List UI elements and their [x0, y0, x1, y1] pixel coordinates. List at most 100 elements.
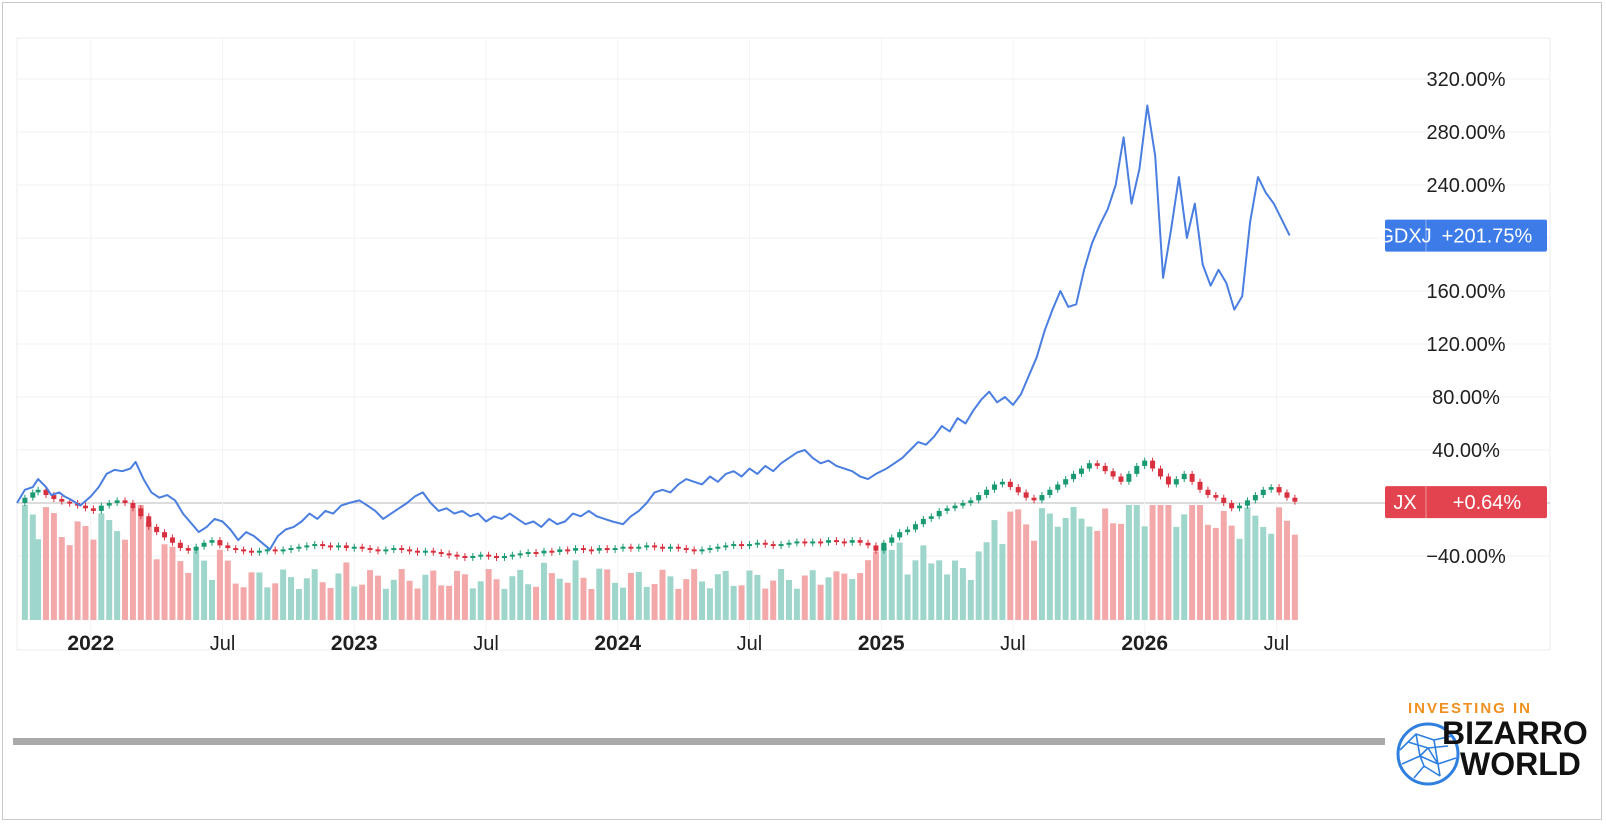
volume-bar — [129, 508, 136, 620]
candle-body — [1071, 473, 1077, 480]
volume-bar — [477, 581, 484, 620]
candle-body — [754, 542, 760, 545]
volume-bar — [469, 588, 476, 620]
volume-bar — [343, 562, 350, 620]
candle-body — [217, 540, 223, 546]
candle-body — [146, 516, 152, 527]
volume-bar — [683, 579, 690, 620]
volume-bar — [74, 521, 81, 620]
volume-bar — [967, 579, 974, 620]
volume-bar — [1133, 505, 1140, 620]
candle-body — [22, 497, 28, 503]
candle-body — [873, 545, 879, 551]
candle-body — [399, 548, 405, 551]
candle-body — [478, 554, 484, 557]
volume-bar — [1181, 514, 1188, 620]
candle-body — [30, 492, 36, 498]
candle-body — [509, 554, 515, 557]
volume-bar — [793, 588, 800, 620]
candle-body — [794, 541, 800, 544]
candle-body — [1189, 473, 1195, 482]
candle-body — [928, 516, 934, 519]
volume-bar — [58, 536, 65, 620]
candle-body — [636, 546, 642, 549]
candle-body — [1252, 495, 1258, 501]
volume-bar — [319, 582, 326, 620]
volume-bar — [675, 588, 682, 620]
candle-body — [1260, 489, 1266, 496]
candle-body — [1244, 500, 1250, 506]
volume-bar — [351, 586, 358, 620]
candle-body — [1181, 473, 1187, 480]
candle-body — [1205, 489, 1211, 496]
horizontal-scrollbar[interactable] — [13, 738, 1385, 745]
candle-body — [1039, 495, 1045, 501]
volume-bar — [801, 575, 808, 620]
volume-bar — [1062, 517, 1069, 620]
volume-bar — [1173, 526, 1180, 620]
volume-bar — [193, 551, 200, 620]
series-badges: GDXJ +201.75% JX +0.64% — [1378, 219, 1547, 519]
volume-bar — [446, 585, 453, 620]
candle-body — [992, 484, 998, 490]
candle-body — [533, 552, 539, 555]
gdxj-badge-value: +201.75% — [1442, 226, 1533, 248]
candle-body — [1150, 460, 1156, 469]
volume-bar — [1212, 527, 1219, 620]
series-lines — [16, 104, 1291, 551]
x-tick-label: 2026 — [1121, 632, 1168, 655]
candle-body — [233, 548, 239, 551]
candle-body — [952, 505, 958, 509]
volume-bar — [303, 578, 310, 620]
volume-bar — [153, 559, 160, 620]
jx-badge: JX +0.64% — [1385, 486, 1547, 519]
candle-body — [580, 548, 586, 551]
candle-body — [525, 552, 531, 555]
volume-bar — [936, 560, 943, 620]
candle-body — [683, 548, 689, 551]
volume-bar — [137, 505, 144, 620]
volume-bar — [944, 574, 951, 620]
gdxj-badge-name: GDXJ — [1378, 226, 1431, 248]
volume-bar — [21, 505, 28, 620]
candle-body — [833, 540, 839, 543]
volume-bar — [722, 570, 729, 620]
candle-body — [67, 501, 73, 504]
candle-body — [1110, 471, 1116, 477]
volume-bar — [50, 513, 57, 620]
volume-bar — [145, 521, 152, 620]
volume-bar — [1204, 524, 1211, 620]
volume-bar — [501, 588, 508, 620]
candle-body — [1102, 465, 1108, 472]
candle-body — [296, 546, 302, 549]
gdxj-badge: GDXJ +201.75% — [1378, 219, 1547, 252]
candle-body — [1158, 468, 1164, 477]
x-tick-label: Jul — [737, 633, 763, 655]
volume-bar — [232, 583, 239, 620]
volume-bar — [390, 579, 397, 620]
volume-bar — [272, 583, 279, 620]
volume-bar — [430, 570, 437, 620]
candle-body — [1268, 487, 1274, 490]
volume-bar — [548, 573, 555, 620]
candle-body — [541, 550, 547, 554]
volume-bar — [335, 573, 342, 620]
volume-bar — [90, 539, 97, 620]
candle-body — [1094, 463, 1100, 466]
volume-bar — [1220, 510, 1227, 620]
volume-bar — [809, 570, 816, 620]
volume-bar — [817, 584, 824, 620]
volume-bar — [533, 586, 540, 620]
candle-body — [826, 540, 832, 543]
volume-bar — [912, 560, 919, 620]
volume-bar — [82, 526, 89, 620]
volume-bar — [493, 579, 500, 620]
volume-bar — [1125, 505, 1132, 620]
candle-body — [407, 549, 413, 552]
volume-bar — [888, 549, 895, 620]
candle-body — [1229, 503, 1235, 509]
candle-body — [644, 545, 650, 548]
candle-body — [588, 549, 594, 552]
candle-body — [865, 542, 871, 546]
volume-bar — [264, 587, 271, 620]
